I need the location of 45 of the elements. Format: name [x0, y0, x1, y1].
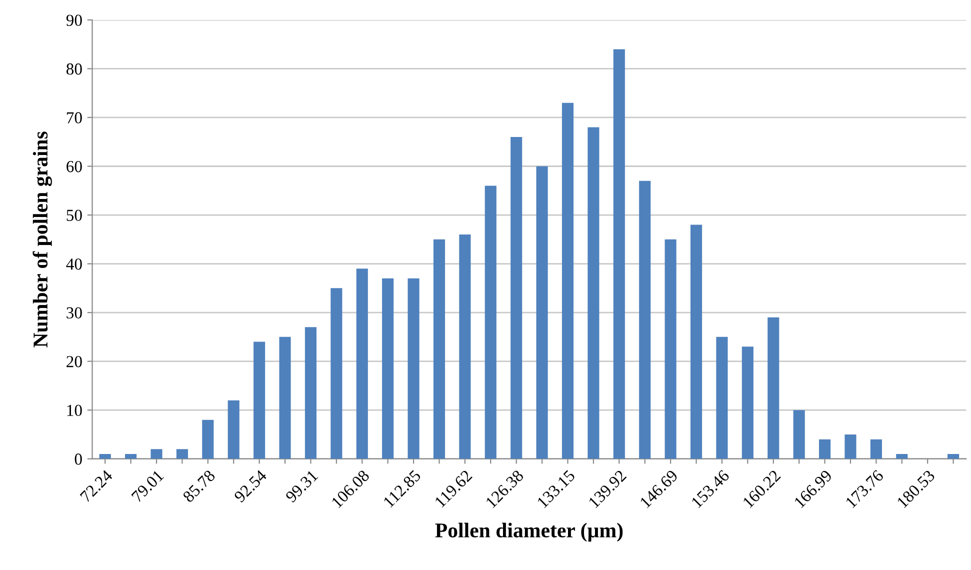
bar	[459, 234, 471, 459]
bar	[742, 346, 754, 459]
bar	[150, 449, 162, 459]
bar	[870, 439, 882, 459]
bar	[664, 239, 676, 459]
y-tick-label: 0	[74, 454, 82, 465]
bar	[793, 410, 805, 459]
bar	[382, 278, 394, 459]
bar	[639, 180, 651, 459]
bar	[433, 239, 446, 459]
bar	[125, 454, 137, 459]
bar	[844, 434, 856, 459]
bar	[536, 166, 548, 459]
y-tick-label: 70	[66, 112, 82, 124]
bar	[613, 49, 625, 459]
bar	[948, 454, 960, 459]
bar	[510, 136, 522, 459]
bar	[690, 224, 702, 459]
bar	[99, 454, 111, 459]
y-tick-label: 10	[67, 404, 82, 416]
y-tick-label: 30	[66, 307, 82, 318]
y-axis-title: Number of pollen grains	[32, 132, 52, 348]
bar	[202, 420, 214, 459]
bar	[562, 102, 574, 459]
bar	[176, 449, 188, 459]
bar	[356, 268, 368, 459]
y-tick-label: 20	[66, 356, 82, 368]
bar	[484, 186, 496, 459]
y-tick-label: 80	[66, 63, 82, 75]
bar	[279, 336, 291, 459]
y-tick-label: 90	[66, 14, 82, 26]
y-tick-label: 40	[66, 258, 82, 270]
bar	[768, 317, 780, 459]
bar	[330, 288, 342, 459]
bar	[228, 400, 240, 459]
bar	[408, 278, 420, 459]
bar	[818, 439, 831, 459]
y-tick-label: 60	[66, 160, 82, 172]
bar	[896, 454, 908, 459]
x-axis-title: Pollen diameter (µm)	[435, 522, 623, 542]
bar	[716, 336, 728, 459]
bar	[254, 342, 266, 459]
y-tick-label: 50	[66, 210, 82, 221]
bar	[304, 327, 317, 459]
bar	[588, 127, 600, 459]
